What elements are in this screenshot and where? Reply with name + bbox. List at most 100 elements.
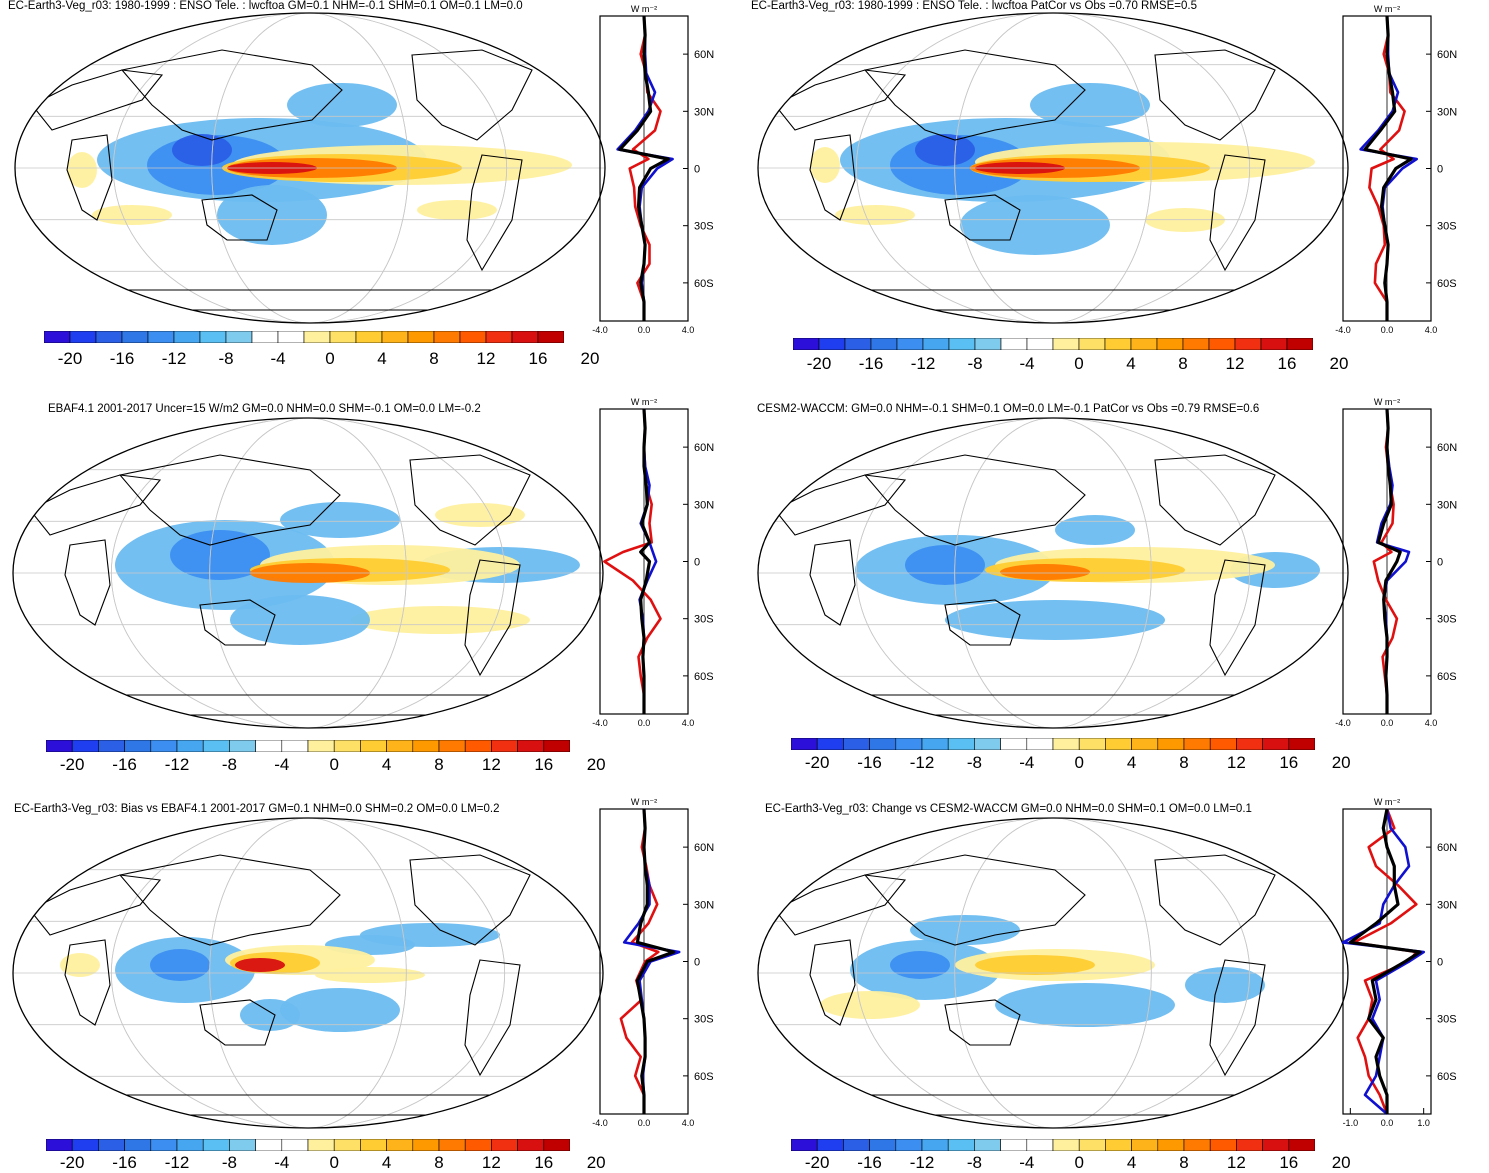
colorbar-swatch [199, 331, 227, 343]
colorbar [46, 740, 570, 752]
colorbar-swatch [1288, 1139, 1315, 1151]
coastline [774, 874, 907, 936]
anomaly-region [280, 502, 400, 538]
colorbar-swatch [329, 331, 357, 343]
lat-tick-label: 60S [1437, 278, 1457, 290]
colorbar-swatch [1209, 1139, 1237, 1151]
coastline [1209, 154, 1266, 272]
zonal-series-total [1363, 15, 1413, 321]
colorbar-swatch [517, 740, 545, 752]
anomaly-region [217, 185, 327, 245]
panel-title: EC-Earth3-Veg_r03: 1980-1999 : ENSO Tele… [8, 0, 523, 12]
lat-tick-label: 60N [694, 49, 714, 61]
anomaly-region [92, 205, 172, 225]
anomaly-region [170, 530, 270, 580]
colorbar-swatch [1130, 338, 1158, 350]
colorbar-swatch [255, 740, 283, 752]
zonal-mean-plot: W m⁻² 60N 30N 0 30S 60S -4.0 0.0 4.0 [1335, 4, 1457, 335]
zonal-series-total [635, 808, 676, 1114]
colorbar-swatch [386, 1139, 414, 1151]
colorbar-swatch [517, 1139, 545, 1151]
colorbar-swatch [1183, 738, 1211, 750]
colorbar-tick-label: -20 [804, 753, 830, 772]
colorbar-tick-label: 4 [381, 1153, 392, 1172]
colorbar-tick-label: -12 [909, 1153, 935, 1172]
anomaly-region [975, 955, 1095, 975]
colorbar-swatch [69, 331, 97, 343]
map-border [12, 417, 604, 729]
colorbar [44, 331, 564, 343]
colorbar-tick-label: -20 [57, 349, 83, 368]
colorbar-swatch [98, 740, 125, 752]
coastline [774, 474, 907, 536]
colorbar-swatch [974, 1139, 1001, 1151]
lat-tick-label: 60N [1437, 442, 1457, 454]
coastline [944, 999, 1021, 1046]
colorbar-swatch [381, 331, 409, 343]
colorbar-swatch [896, 338, 924, 350]
anomaly-region [230, 595, 370, 645]
colorbar-tick-label: 8 [434, 755, 444, 774]
anomaly-region [960, 195, 1110, 255]
colorbar-tick-label: 0 [329, 1153, 339, 1172]
anomaly-region [890, 951, 950, 979]
colorbar-tick-label: -16 [857, 1153, 882, 1172]
map-border [757, 12, 1349, 324]
colorbar-swatch [333, 1139, 361, 1151]
coastline [64, 539, 111, 626]
map-border [757, 417, 1349, 729]
x-tick-label: 0.0 [1381, 718, 1394, 728]
coastline [98, 694, 522, 716]
colorbar-tick-label: -20 [804, 1153, 830, 1172]
lat-tick-label: 30S [1437, 614, 1457, 626]
colorbar-tick-label: -20 [59, 755, 85, 774]
colorbar-swatch [1183, 1139, 1211, 1151]
colorbar-tick-label: 16 [528, 349, 548, 368]
colorbar-swatch [1131, 1139, 1159, 1151]
coastline [944, 194, 1021, 241]
colorbar-swatch [485, 331, 513, 343]
colorbar-swatch [95, 331, 123, 343]
lat-tick-label: 0 [1437, 957, 1443, 969]
x-tick-label: 0.0 [638, 718, 651, 728]
colorbar-tick-label: 8 [1178, 354, 1188, 373]
anomaly-region [350, 606, 530, 634]
colorbar-swatch [543, 740, 570, 752]
coastline [199, 999, 276, 1046]
panel-title: EC-Earth3-Veg_r03: Bias vs EBAF4.1 2001-… [14, 803, 500, 815]
x-tick-label: 4.0 [682, 1118, 695, 1128]
colorbar-swatch [543, 1139, 570, 1151]
colorbar-swatch [843, 1139, 870, 1151]
anomaly-region [240, 999, 300, 1031]
x-tick-label: -4.0 [592, 325, 608, 335]
colorbar-swatch [869, 738, 897, 750]
lat-tick-label: 0 [694, 164, 700, 176]
colorbar-swatch [1104, 338, 1132, 350]
panel-2: EC-Earth3-Veg_r03: 1980-1999 : ENSO Tele… [745, 0, 1489, 390]
colorbar-swatch [818, 338, 846, 350]
lat-tick-label: 0 [694, 957, 700, 969]
coastline [120, 49, 343, 141]
colorbar-swatch [843, 738, 870, 750]
colorbar-swatch [1105, 738, 1132, 750]
colorbar-swatch [1262, 1139, 1290, 1151]
colorbar-swatch [1000, 738, 1028, 750]
colorbar-tick-label: 12 [481, 1153, 501, 1172]
map-border [757, 817, 1349, 1129]
global-map [757, 817, 1349, 1129]
coastline [31, 69, 164, 131]
colorbar-swatch [150, 1139, 178, 1151]
coastline [843, 694, 1267, 716]
anomaly-region [1000, 564, 1090, 580]
colorbar-tick-label: -20 [59, 1153, 85, 1172]
anomaly-region [1030, 83, 1150, 127]
colorbar-swatch [791, 738, 818, 750]
coastline [944, 599, 1021, 646]
anomaly-region [235, 958, 285, 972]
colorbar-swatch [1209, 738, 1237, 750]
lat-tick-label: 30N [1437, 899, 1457, 911]
anomaly-region [910, 915, 1020, 945]
colorbar-swatch [1052, 738, 1080, 750]
colorbar-swatch [412, 1139, 440, 1151]
colorbar-swatch [202, 740, 230, 752]
